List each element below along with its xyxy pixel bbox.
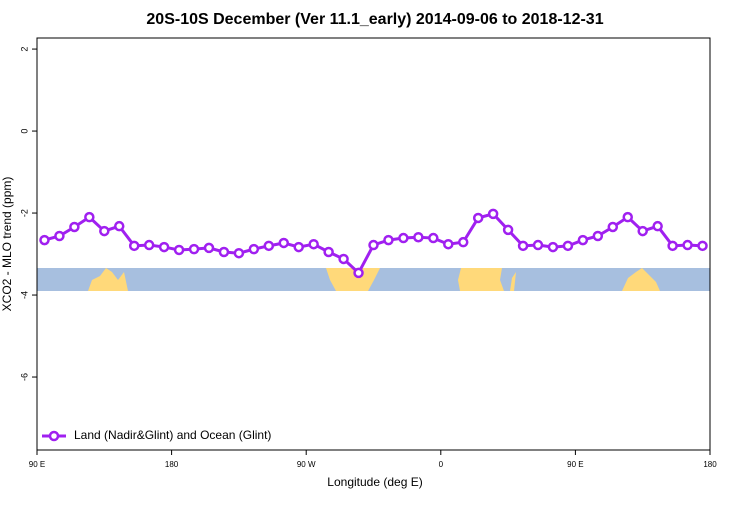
- data-point: [99, 225, 110, 237]
- data-point: [592, 230, 604, 242]
- data-point: [517, 240, 529, 252]
- data-point: [218, 246, 230, 258]
- data-point: [188, 243, 200, 255]
- data-point: [413, 231, 424, 243]
- land-patch: [622, 268, 660, 291]
- y-tick-label: 2: [19, 47, 29, 52]
- data-point: [682, 239, 693, 251]
- land-patch: [458, 268, 504, 291]
- data-point: [39, 234, 50, 246]
- data-point: [173, 244, 185, 256]
- land-ocean-band: [37, 268, 710, 291]
- data-point: [143, 239, 155, 251]
- y-axis-label: XCO2 - MLO trend (ppm): [0, 177, 14, 312]
- data-point: [338, 253, 349, 265]
- data-point: [637, 225, 648, 237]
- data-point: [69, 221, 80, 233]
- data-point: [323, 246, 334, 258]
- data-point: [667, 240, 678, 252]
- data-point: [368, 239, 379, 251]
- x-tick-label: 180: [165, 460, 179, 469]
- legend-marker: [48, 430, 60, 442]
- data-point: [607, 221, 619, 233]
- data-point: [308, 238, 319, 250]
- land-patch: [510, 272, 516, 291]
- data-point: [502, 224, 514, 236]
- data-point: [428, 232, 439, 244]
- data-point: [652, 220, 663, 232]
- data-point: [487, 208, 499, 220]
- data-point: [248, 243, 260, 255]
- data-point: [84, 211, 95, 223]
- data-point: [263, 240, 275, 252]
- x-tick-label: 90 W: [297, 460, 316, 469]
- legend-label: Land (Nadir&Glint) and Ocean (Glint): [74, 428, 271, 442]
- data-point: [457, 236, 469, 248]
- data-point: [398, 232, 409, 244]
- data-point: [383, 234, 394, 246]
- data-point: [443, 238, 454, 250]
- x-tick-label: 90 E: [29, 460, 45, 469]
- data-point: [697, 240, 708, 252]
- data-point: [472, 212, 484, 224]
- x-axis-label: Longitude (deg E): [327, 475, 422, 489]
- data-point: [547, 241, 559, 253]
- x-tick-label: 90 E: [567, 460, 583, 469]
- land-patch: [326, 268, 380, 291]
- x-tick-label: 180: [703, 460, 717, 469]
- data-point: [622, 211, 633, 223]
- data-point: [353, 267, 364, 279]
- y-tick-label: -4: [19, 291, 29, 299]
- y-tick-label: 0: [19, 129, 29, 134]
- land-patch: [88, 268, 128, 291]
- chart-title: 20S-10S December (Ver 11.1_early) 2014-0…: [146, 11, 603, 28]
- data-point: [577, 234, 589, 246]
- data-point: [532, 239, 544, 251]
- data-point: [203, 242, 215, 254]
- data-point: [233, 247, 245, 259]
- data-point: [293, 241, 304, 253]
- data-point: [54, 230, 65, 242]
- x-tick-label: 0: [439, 460, 444, 469]
- y-tick-label: -6: [19, 373, 29, 381]
- data-point: [562, 240, 574, 252]
- data-point: [158, 241, 170, 253]
- data-point: [114, 220, 125, 232]
- y-tick-label: -2: [19, 209, 29, 217]
- data-point: [128, 240, 140, 252]
- plot-frame: [36, 37, 711, 451]
- data-point: [278, 237, 290, 249]
